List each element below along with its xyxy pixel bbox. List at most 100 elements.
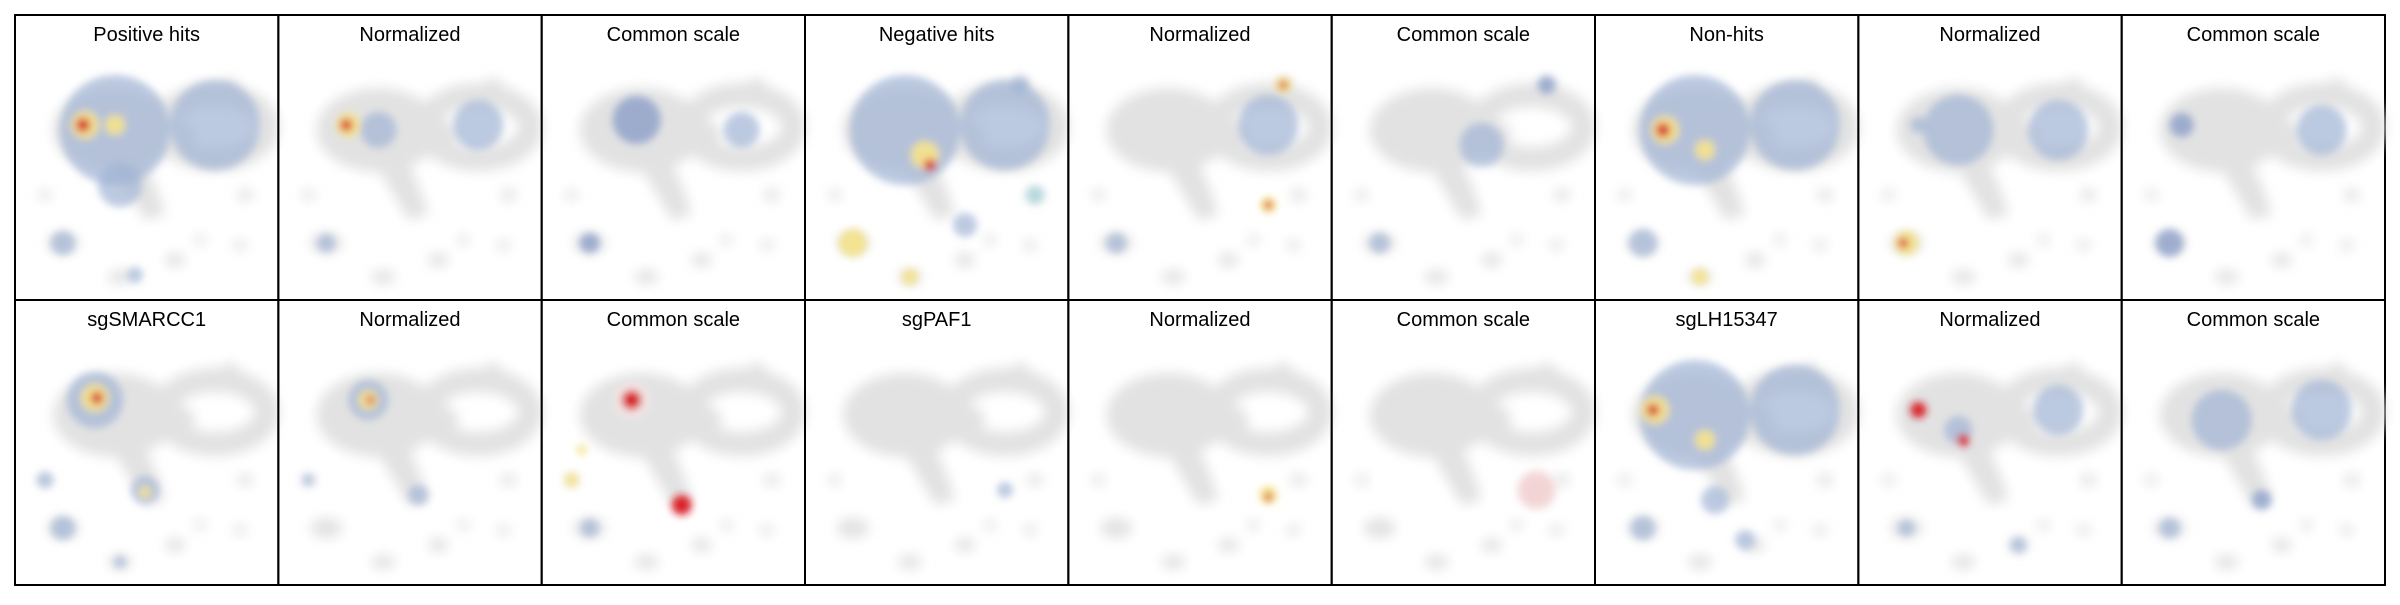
hotspot bbox=[1516, 470, 1557, 510]
panel: sgPAF1 bbox=[804, 299, 1070, 586]
panel: Normalized bbox=[1067, 299, 1333, 586]
panel-title: sgSMARCC1 bbox=[87, 309, 206, 331]
density-hotspots bbox=[2155, 105, 2347, 257]
panel-title: Normalized bbox=[1939, 309, 2040, 331]
hotspot bbox=[2033, 385, 2084, 435]
hotspot bbox=[579, 233, 600, 253]
hotspot bbox=[671, 495, 692, 515]
hotspot bbox=[723, 112, 760, 148]
hotspot bbox=[2296, 105, 2347, 155]
hotspot bbox=[1898, 520, 1915, 536]
panel: Normalized bbox=[1857, 299, 2123, 586]
density-hotspots bbox=[1629, 75, 1840, 285]
hotspot bbox=[2159, 518, 2180, 538]
panel: Normalized bbox=[1067, 14, 1333, 301]
density-hotspots bbox=[579, 96, 760, 253]
panel-title: Common scale bbox=[1397, 24, 1530, 46]
panel: Normalized bbox=[277, 14, 543, 301]
panel-title: sgPAF1 bbox=[902, 309, 972, 331]
panel-title: Positive hits bbox=[93, 24, 200, 46]
hotspot bbox=[1656, 123, 1670, 137]
panel: Normalized bbox=[277, 299, 543, 586]
panel-title: Common scale bbox=[1397, 309, 1530, 331]
panel-title: Negative hits bbox=[879, 24, 995, 46]
panel: Common scale bbox=[540, 14, 807, 301]
hotspot bbox=[2191, 390, 2252, 450]
density-hotspots bbox=[1516, 470, 1557, 510]
panel-title: Common scale bbox=[607, 24, 740, 46]
hotspot bbox=[850, 75, 960, 185]
hotspot bbox=[1695, 140, 1715, 160]
panel-title: sgLH15347 bbox=[1676, 309, 1778, 331]
hotspot bbox=[1238, 95, 1299, 155]
hotspot bbox=[1026, 186, 1044, 204]
hotspot bbox=[1692, 269, 1708, 285]
hotspot bbox=[2028, 100, 2089, 160]
hotspot bbox=[114, 556, 126, 568]
hotspot bbox=[839, 229, 867, 257]
hotspot bbox=[1537, 76, 1556, 94]
hotspot bbox=[2169, 113, 2194, 137]
density-hotspots bbox=[1259, 486, 1278, 504]
density-hotspots bbox=[997, 482, 1013, 498]
hotspot bbox=[105, 115, 125, 135]
hotspot bbox=[1629, 229, 1657, 257]
hotspot bbox=[621, 390, 642, 410]
panel: Normalized bbox=[1857, 14, 2123, 301]
panel: Positive hits bbox=[14, 14, 280, 301]
hotspot bbox=[953, 213, 977, 237]
hotspot bbox=[1695, 430, 1715, 450]
panel: Non-hits bbox=[1594, 14, 1860, 301]
hotspot bbox=[98, 163, 142, 207]
hotspot bbox=[997, 482, 1013, 498]
hotspot bbox=[960, 80, 1050, 170]
hotspot bbox=[2291, 380, 2352, 440]
hotspot bbox=[37, 472, 53, 488]
umap-background bbox=[301, 363, 530, 569]
hotspot bbox=[612, 96, 661, 144]
panel-title: Normalized bbox=[1149, 309, 1250, 331]
density-hotspots bbox=[1894, 95, 2089, 255]
hotspot bbox=[564, 473, 579, 487]
panel-title: Normalized bbox=[359, 24, 460, 46]
hotspot bbox=[170, 80, 260, 170]
hotspot bbox=[2155, 229, 2184, 257]
density-hotspots bbox=[51, 75, 260, 283]
hotspot bbox=[340, 119, 353, 131]
hotspot bbox=[1279, 81, 1288, 89]
density-hotspots bbox=[1106, 77, 1299, 253]
density-hotspots bbox=[302, 380, 429, 505]
umap-background bbox=[565, 78, 794, 284]
hotspot bbox=[317, 234, 336, 252]
hotspot bbox=[576, 445, 587, 455]
hotspot bbox=[366, 396, 375, 404]
panel: Common scale bbox=[540, 299, 807, 586]
hotspot bbox=[1459, 123, 1504, 167]
hotspot bbox=[2010, 537, 2027, 553]
umap-background bbox=[1091, 363, 1320, 569]
density-hotspots bbox=[1631, 360, 1840, 550]
hotspot bbox=[1750, 80, 1840, 170]
density-hotspots bbox=[2159, 380, 2352, 538]
hotspot bbox=[1910, 117, 1927, 133]
hotspot bbox=[924, 159, 936, 171]
hotspot bbox=[1957, 434, 1970, 446]
panel: Common scale bbox=[2120, 14, 2387, 301]
panel: Negative hits bbox=[804, 14, 1070, 301]
hotspot bbox=[1735, 530, 1755, 550]
density-hotspots bbox=[37, 372, 159, 568]
hotspot bbox=[1923, 95, 1994, 165]
panel: Common scale bbox=[2120, 299, 2387, 586]
hotspot bbox=[1631, 516, 1655, 540]
hotspot bbox=[360, 112, 397, 148]
hotspot bbox=[1264, 201, 1273, 209]
panel: Common scale bbox=[1330, 14, 1596, 301]
hotspot bbox=[1640, 75, 1750, 185]
density-hotspots bbox=[564, 382, 692, 537]
panel-title: Normalized bbox=[359, 309, 460, 331]
hotspot bbox=[51, 516, 75, 540]
panel-border bbox=[2120, 299, 2387, 586]
panel: sgLH15347 bbox=[1594, 299, 1860, 586]
